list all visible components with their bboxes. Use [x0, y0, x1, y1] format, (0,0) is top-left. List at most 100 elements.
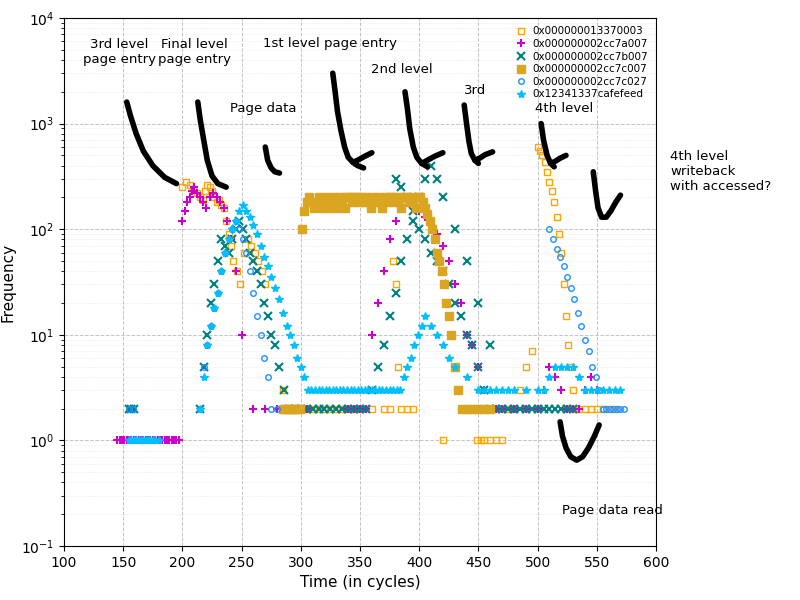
0x12341337cafefeed [616, 386, 626, 394]
0x000000013370003 [462, 405, 471, 412]
0x000000002cc7c027 [566, 284, 575, 291]
0x000000002cc7c027 [612, 405, 622, 412]
0x000000002cc7c027 [195, 405, 205, 412]
0x000000002cc7c027 [548, 236, 558, 243]
0x000000013370003 [210, 194, 219, 201]
0x000000013370003 [438, 437, 448, 444]
0x000000002cc7a007 [468, 341, 478, 349]
0x000000002cc7a007 [491, 405, 501, 412]
0x000000002cc7c027 [252, 313, 262, 320]
0x000000002cc7b007 [217, 236, 226, 243]
0x000000013370003 [178, 184, 187, 191]
0x000000002cc7c027 [217, 268, 226, 275]
0x000000013370003 [533, 143, 542, 151]
0x000000002cc7c027 [124, 405, 134, 412]
Text: Page data read: Page data read [562, 504, 662, 517]
X-axis label: Time (in cycles): Time (in cycles) [300, 575, 420, 590]
0x000000002cc7c027 [598, 405, 607, 412]
0x000000002cc7b007 [515, 405, 525, 412]
0x000000002cc7c007 [486, 405, 495, 412]
0x000000002cc7c027 [242, 249, 251, 256]
0x000000002cc7a007 [474, 363, 483, 370]
0x000000002cc7c007 [409, 199, 418, 206]
0x000000002cc7c027 [545, 226, 554, 233]
0x000000002cc7a007 [438, 242, 448, 249]
0x000000002cc7c007 [392, 194, 402, 201]
Line: 0x000000002cc7b007: 0x000000002cc7b007 [125, 161, 578, 413]
0x12341337cafefeed [370, 386, 380, 394]
0x000000013370003 [604, 405, 614, 412]
0x000000002cc7c027 [231, 217, 241, 224]
0x12341337cafefeed [395, 386, 405, 394]
Line: 0x000000002cc7c027: 0x000000002cc7c027 [126, 218, 627, 412]
0x000000002cc7c027 [602, 405, 611, 412]
0x000000002cc7c027 [227, 226, 237, 233]
0x000000013370003 [242, 236, 252, 243]
0x000000002cc7a007 [113, 437, 122, 444]
0x000000002cc7c027 [220, 249, 230, 256]
Text: 3rd: 3rd [464, 83, 486, 97]
0x000000002cc7c027 [552, 245, 562, 253]
Text: Page data: Page data [230, 102, 296, 115]
0x000000002cc7b007 [568, 405, 578, 412]
0x000000013370003 [610, 405, 619, 412]
0x000000002cc7c027 [570, 295, 579, 302]
0x000000002cc7c027 [591, 373, 601, 380]
0x000000002cc7c027 [234, 226, 244, 233]
0x000000002cc7c027 [619, 405, 629, 412]
0x000000002cc7c027 [249, 289, 258, 296]
0x000000002cc7c027 [199, 363, 209, 370]
0x12341337cafefeed [131, 437, 141, 444]
0x000000002cc7a007 [462, 331, 471, 338]
Text: 4th level: 4th level [535, 102, 594, 115]
0x000000002cc7c027 [272, 405, 282, 412]
0x000000002cc7b007 [326, 405, 335, 412]
0x000000002cc7c027 [587, 363, 597, 370]
0x000000002cc7c027 [238, 236, 247, 243]
Text: Final level
page entry: Final level page entry [158, 38, 230, 66]
0x000000002cc7c007 [394, 199, 404, 206]
0x000000002cc7c027 [562, 274, 572, 281]
0x000000002cc7b007 [249, 257, 258, 265]
0x000000002cc7c027 [266, 405, 276, 412]
0x000000002cc7c027 [128, 405, 138, 412]
0x000000002cc7c027 [616, 405, 626, 412]
0x000000013370003 [559, 281, 569, 288]
Line: 0x12341337cafefeed: 0x12341337cafefeed [125, 200, 625, 445]
0x12341337cafefeed [410, 341, 419, 349]
0x000000002cc7c007 [402, 194, 411, 201]
Y-axis label: Frequency: Frequency [1, 242, 15, 322]
Line: 0x000000002cc7a007: 0x000000002cc7a007 [113, 183, 601, 445]
0x12341337cafefeed [374, 386, 384, 394]
Text: 1st level page entry: 1st level page entry [263, 37, 398, 50]
0x000000002cc7c027 [580, 336, 590, 343]
0x000000002cc7c007 [304, 194, 314, 201]
0x000000002cc7c027 [259, 355, 269, 362]
0x000000002cc7c027 [213, 289, 222, 296]
0x000000002cc7c027 [210, 304, 219, 311]
0x000000013370003 [236, 281, 246, 288]
0x000000002cc7c027 [559, 262, 569, 269]
0x000000002cc7c027 [224, 236, 234, 243]
0x000000002cc7a007 [361, 405, 370, 412]
0x12341337cafefeed [124, 437, 134, 444]
Text: 4th level
writeback
with accessed?: 4th level writeback with accessed? [670, 150, 771, 193]
0x000000002cc7c027 [245, 268, 254, 275]
0x000000002cc7c027 [202, 341, 212, 349]
0x000000002cc7c027 [577, 323, 586, 330]
0x000000002cc7c027 [573, 310, 582, 317]
Line: 0x000000002cc7c007: 0x000000002cc7c007 [279, 193, 494, 413]
0x000000002cc7c027 [594, 386, 604, 394]
0x000000002cc7c027 [206, 323, 216, 330]
0x12341337cafefeed [238, 201, 247, 208]
0x000000002cc7b007 [124, 405, 134, 412]
0x000000002cc7b007 [390, 289, 400, 296]
0x000000002cc7c027 [605, 405, 614, 412]
0x000000002cc7c027 [584, 347, 594, 355]
0x000000002cc7c007 [446, 331, 456, 338]
0x000000002cc7c027 [609, 405, 618, 412]
0x12341337cafefeed [538, 386, 548, 394]
0x000000002cc7c027 [256, 331, 266, 338]
0x000000002cc7c027 [263, 373, 273, 380]
Text: 2nd level: 2nd level [370, 64, 432, 76]
